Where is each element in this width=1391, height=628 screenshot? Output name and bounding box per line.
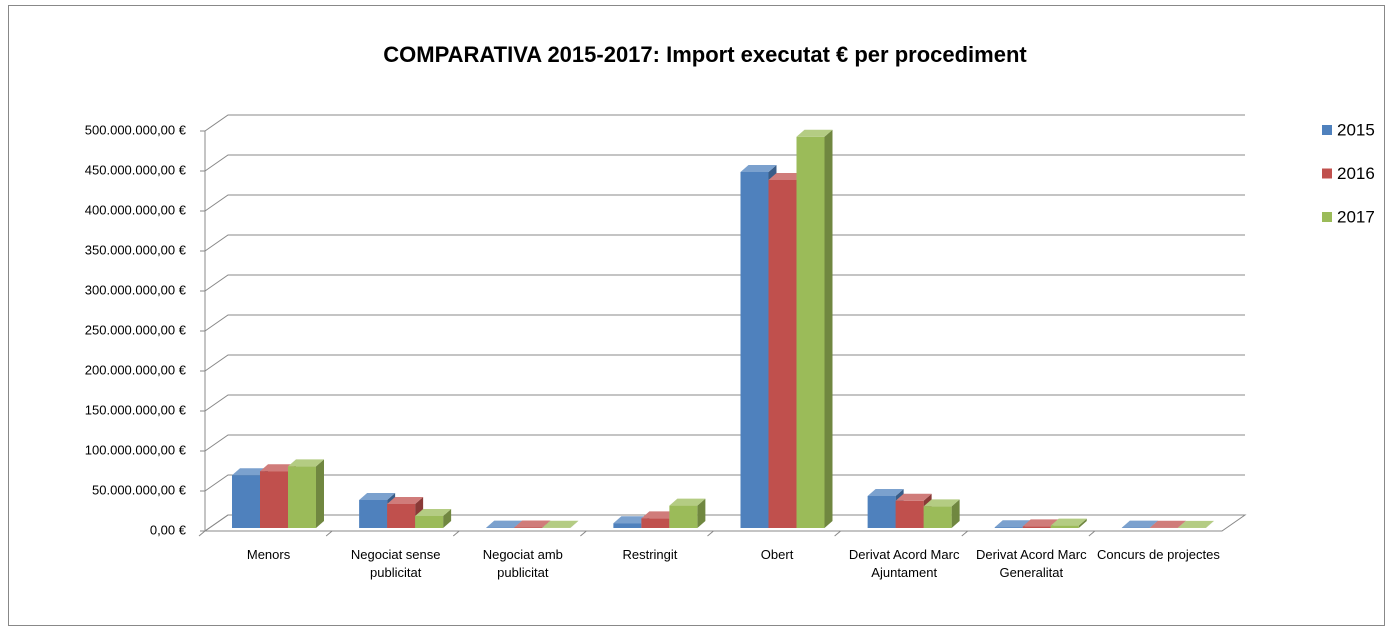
bar-top (1050, 518, 1087, 526)
y-tick-label: 200.000.000,00 € (85, 362, 187, 377)
bar (994, 527, 1023, 528)
legend-label: 2017 (1337, 207, 1375, 226)
x-tick (961, 530, 969, 537)
x-tick-label: Derivat Acord Marc Ajuntament (848, 547, 960, 580)
grid-line (204, 194, 1245, 212)
bar-top (1121, 520, 1158, 528)
x-tick-label: Derivat Acord Marc Generalitat (976, 547, 1087, 580)
bar (387, 504, 416, 528)
x-tick (834, 530, 841, 537)
y-tick-label: 50.000.000,00 € (92, 482, 187, 497)
bar-top (260, 464, 296, 472)
x-tick-label: Negociat sense publicitat (350, 547, 441, 580)
bar-top (613, 516, 650, 524)
bar (796, 136, 825, 529)
grid-line (204, 314, 1245, 332)
bar-top (895, 493, 932, 501)
bar-top (288, 459, 324, 467)
bar-top (768, 173, 805, 180)
bar-top (796, 129, 833, 137)
legend-swatch (1322, 168, 1332, 179)
legend-label: 2016 (1337, 164, 1375, 183)
y-tick-label: 500.000.000,00 € (85, 122, 187, 137)
bar-top (994, 520, 1031, 528)
bar-top (232, 468, 268, 476)
bar (260, 471, 288, 528)
legend-label: 2015 (1337, 120, 1375, 139)
bar-top (1022, 519, 1059, 527)
y-tick-label: 250.000.000,00 € (85, 322, 187, 337)
bar (232, 475, 260, 528)
x-tick (1088, 530, 1096, 537)
bar-side (697, 498, 706, 528)
bar-side (443, 509, 452, 528)
bar-top (923, 499, 960, 507)
grid-line (204, 114, 1245, 132)
y-tick-label: 0,00 € (150, 522, 187, 537)
x-tick-label: Menors (246, 547, 291, 562)
bar-top (641, 511, 678, 519)
bar-top (415, 509, 452, 516)
bar-side (951, 499, 960, 528)
bar-top (359, 493, 396, 500)
y-tick-label: 450.000.000,00 € (85, 162, 187, 177)
grid-line (204, 394, 1245, 412)
bar-top (486, 520, 523, 528)
bar-top (1177, 520, 1214, 528)
grid-line (204, 434, 1245, 452)
bar-side (316, 459, 324, 528)
bar (415, 516, 444, 528)
x-tick-label: Restringit (622, 547, 678, 562)
y-tick-label: 100.000.000,00 € (85, 442, 187, 457)
bar-top (542, 520, 579, 528)
bar-top (740, 165, 777, 172)
bar (613, 523, 642, 528)
bar-top (387, 497, 424, 504)
bar-side (824, 129, 833, 529)
bar (923, 506, 952, 528)
bar-top (514, 520, 551, 528)
legend-swatch (1322, 212, 1332, 222)
bar-top (1149, 520, 1186, 528)
grid-line (204, 154, 1245, 172)
bar (895, 500, 924, 528)
x-tick-label: Negociat amb publicitat (482, 547, 563, 580)
bar-side (1205, 520, 1214, 528)
x-tick (580, 530, 587, 537)
legend-swatch (1322, 125, 1332, 135)
grid-line (204, 354, 1245, 372)
x-tick-label: Obert (760, 547, 794, 562)
y-tick-label: 350.000.000,00 € (85, 242, 187, 257)
grid-line (204, 274, 1245, 292)
y-tick-label: 150.000.000,00 € (85, 402, 187, 417)
bar (669, 505, 698, 528)
bar-top (867, 489, 904, 496)
bar (1022, 526, 1051, 528)
x-tick (325, 530, 333, 537)
bar (768, 180, 797, 528)
bar (867, 496, 896, 528)
x-tick (198, 530, 206, 537)
grid-line (204, 474, 1245, 492)
chart-title: COMPARATIVA 2015-2017: Import executat €… (383, 42, 1027, 67)
y-tick-label: 400.000.000,00 € (85, 202, 187, 217)
bar (641, 518, 670, 528)
bar-top (669, 498, 706, 506)
x-tick-label: Concurs de projectes (1097, 547, 1220, 562)
bar-side (1078, 518, 1087, 528)
bar-side (570, 520, 579, 528)
bar (1050, 525, 1079, 528)
grid-line (204, 234, 1245, 252)
bar (288, 466, 316, 528)
x-tick (452, 530, 460, 537)
bar (359, 500, 388, 528)
y-tick-label: 300.000.000,00 € (85, 282, 187, 297)
bar (740, 172, 769, 528)
x-tick (707, 530, 714, 537)
